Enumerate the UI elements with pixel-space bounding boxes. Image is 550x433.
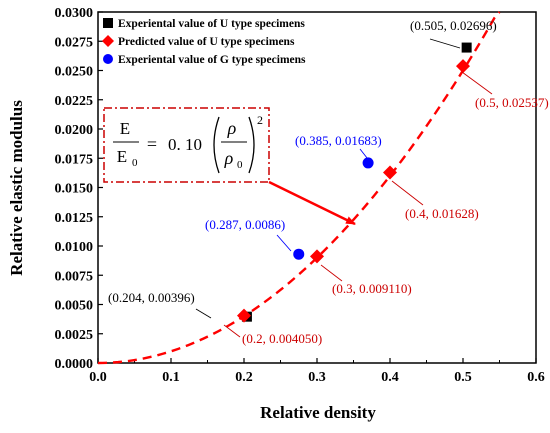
point-label: (0.385, 0.01683) xyxy=(295,133,382,148)
u-predicted-point xyxy=(310,249,324,264)
point-label-leader xyxy=(429,38,461,49)
point-label-leader xyxy=(195,308,212,319)
equation-lhs-denominator: E xyxy=(117,147,127,166)
point-label-leader xyxy=(320,264,343,282)
y-tick-label: 0.0075 xyxy=(55,269,94,284)
y-tick-label: 0.0025 xyxy=(55,328,94,343)
equation-rho-numerator: ρ xyxy=(227,118,237,138)
fit-curve xyxy=(97,11,501,365)
equation-arrow xyxy=(268,180,356,226)
y-axis-title: Relative elastic modulus xyxy=(7,100,26,276)
y-tick-label: 0.0250 xyxy=(55,65,94,80)
point-label-leader xyxy=(359,148,372,164)
equation-right-paren xyxy=(248,116,255,174)
x-tick-label: 0.6 xyxy=(527,370,545,385)
y-tick-label: 0.0175 xyxy=(55,152,94,167)
y-tick-label: 0.0225 xyxy=(55,94,94,109)
point-label: (0.3, 0.009110) xyxy=(332,281,412,296)
y-tick-label: 0.0125 xyxy=(55,211,94,226)
x-tick-label: 0.4 xyxy=(381,370,399,385)
point-label: (0.4, 0.01628) xyxy=(405,206,479,221)
point-label-leader xyxy=(391,180,424,206)
x-tick-label: 0.5 xyxy=(454,370,472,385)
y-tick-label: 0.0050 xyxy=(55,299,94,314)
equation-left-paren xyxy=(213,116,220,174)
point-label: (0.204, 0.00396) xyxy=(108,290,195,305)
y-tick-label: 0.0150 xyxy=(55,182,94,197)
y-tick-label: 0.0300 xyxy=(55,6,94,21)
point-label-leader xyxy=(276,234,292,252)
y-tick-label: 0.0000 xyxy=(55,357,94,372)
x-tick-label: 0.1 xyxy=(162,370,180,385)
equation-lhs-denominator-sub: 0 xyxy=(132,157,138,169)
legend-square-marker xyxy=(103,18,113,28)
u-predicted-point xyxy=(237,308,251,323)
y-tick-label: 0.0100 xyxy=(55,240,94,255)
legend-diamond-marker xyxy=(102,35,114,47)
u-predicted-point xyxy=(456,59,470,74)
equation-lhs-numerator: E xyxy=(120,119,130,138)
equation-coefficient: 0. 10 xyxy=(168,135,202,154)
equation-rho-sub: 0 xyxy=(237,159,243,171)
u-experimental-point xyxy=(461,42,472,53)
point-label-leader xyxy=(223,324,241,338)
equation-equals: = xyxy=(147,134,157,154)
legend-entry: Experiental value of G type specimens xyxy=(118,54,306,66)
x-tick-label: 0.0 xyxy=(89,370,107,385)
point-label: (0.287, 0.0086) xyxy=(205,217,285,232)
g-experimental-point xyxy=(362,157,374,169)
y-tick-label: 0.0200 xyxy=(55,123,94,138)
legend-entry: Predicted value of U type specimens xyxy=(118,36,295,48)
x-tick-label: 0.3 xyxy=(308,370,326,385)
equation-power: 2 xyxy=(257,113,263,127)
g-experimental-point xyxy=(293,248,305,260)
point-label: (0.5, 0.02537) xyxy=(475,95,549,110)
point-label-leader xyxy=(461,71,493,95)
point-label: (0.505, 0.02696) xyxy=(410,18,497,33)
legend-circle-marker xyxy=(103,54,113,64)
x-tick-label: 0.2 xyxy=(235,370,253,385)
equation-box xyxy=(103,107,270,183)
equation-rho-denominator: ρ xyxy=(224,148,234,168)
point-label: (0.2, 0.004050) xyxy=(242,331,322,346)
legend-entry: Experiental value of U type specimens xyxy=(118,18,305,30)
u-predicted-point xyxy=(383,165,397,180)
x-axis-title: Relative density xyxy=(260,403,376,422)
y-tick-label: 0.0275 xyxy=(55,35,94,50)
